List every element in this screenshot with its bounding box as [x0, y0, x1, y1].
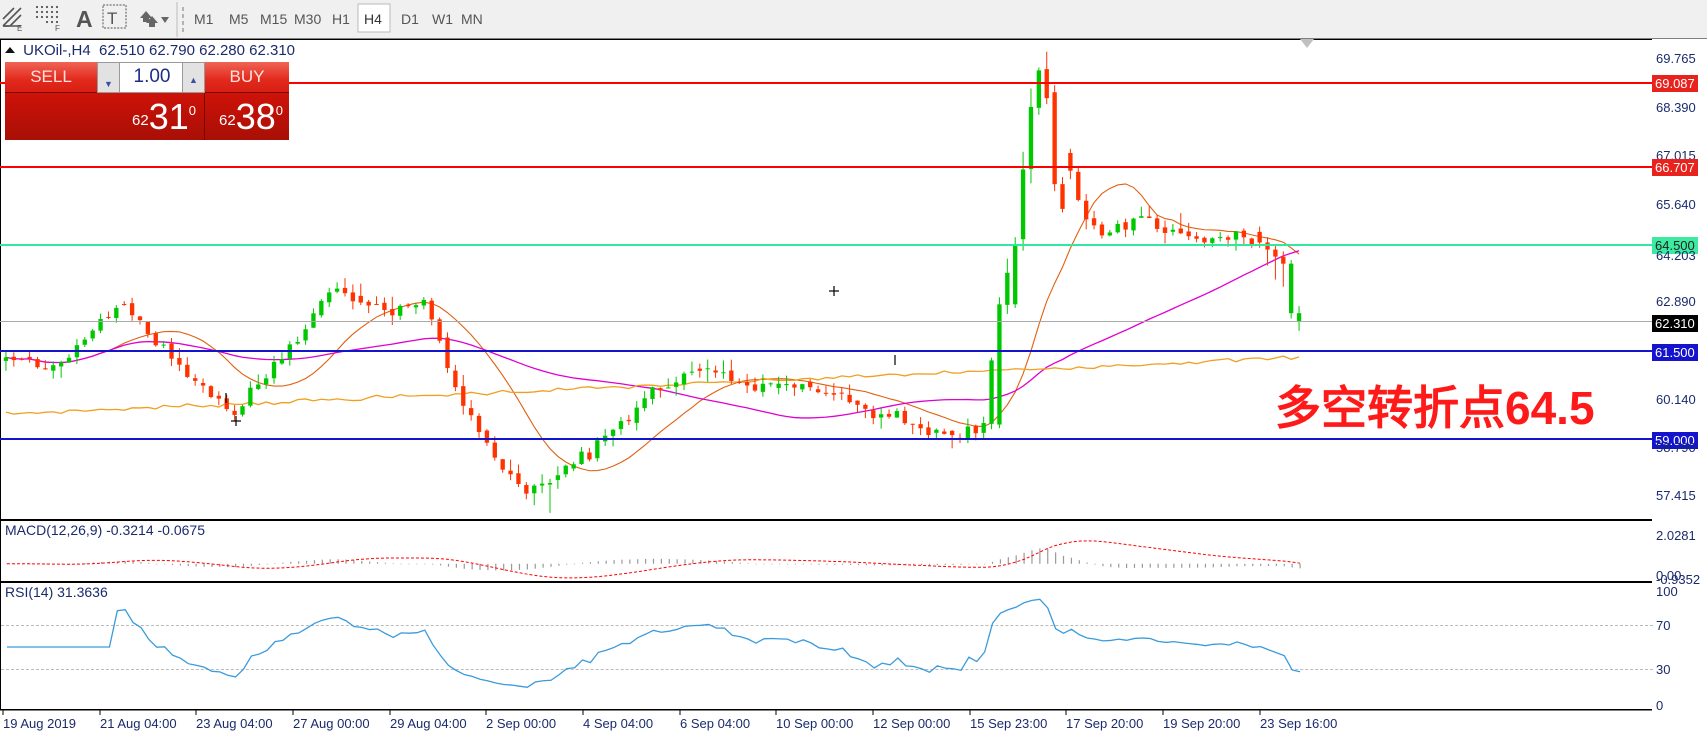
- svg-text:M15: M15: [260, 11, 287, 27]
- svg-text:H1: H1: [332, 11, 350, 27]
- svg-text:D1: D1: [401, 11, 419, 27]
- svg-text:M1: M1: [194, 11, 214, 27]
- svg-text:E: E: [17, 24, 22, 33]
- svg-text:MN: MN: [461, 11, 483, 27]
- svg-text:F: F: [55, 24, 60, 33]
- svg-text:T: T: [107, 9, 117, 28]
- svg-text:H4: H4: [364, 11, 382, 27]
- svg-text:W1: W1: [432, 11, 453, 27]
- svg-text:M5: M5: [229, 11, 249, 27]
- svg-text:M30: M30: [294, 11, 321, 27]
- svg-text:A: A: [76, 6, 93, 32]
